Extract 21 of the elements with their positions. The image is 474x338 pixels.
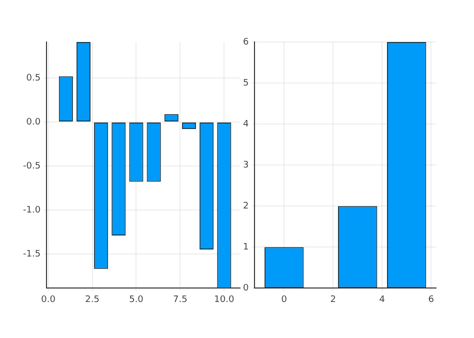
y-tick-label: 0 [242,284,249,294]
x-tick-label: 0.0 [41,294,56,305]
y-tick-label: 0.0 [26,117,41,128]
x-tick-label: 0 [281,294,288,305]
x-tick-label: 2.5 [85,294,100,305]
x-tick-label: 6 [428,294,434,305]
y-tick-label: 0.5 [26,73,41,84]
x-tick-label: 2 [330,294,336,305]
x-tick-label: 4 [379,294,386,305]
y-tick-label: 6 [242,37,249,48]
x-tick-label: 10.0 [214,294,234,305]
x-tick-label: 5.0 [129,294,144,305]
x-tick-label: 7.5 [173,294,188,305]
y-tick-label: -0.5 [23,161,41,172]
y-tick-label: 1 [242,242,249,253]
y-tick-label: 2 [242,201,249,212]
y-tick-label: 5 [242,78,249,88]
y-tick-label: 4 [242,119,249,130]
y-tick-label: -1.5 [23,249,41,260]
y-tick-label: -1.0 [23,205,41,216]
y-tick-label: 3 [242,160,249,170]
